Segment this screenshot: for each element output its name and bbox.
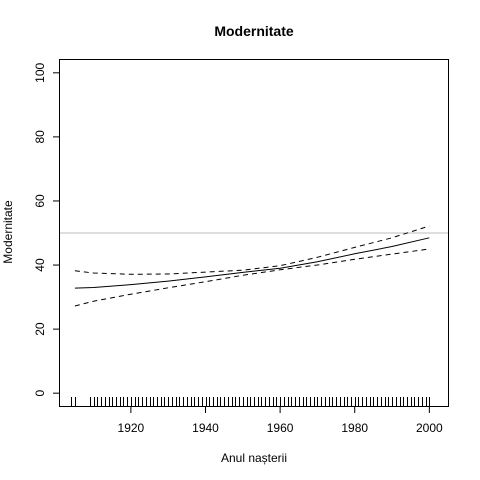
x-axis: 1920 1940 1960 1980 2000 — [118, 406, 443, 435]
rug-marks — [71, 397, 430, 406]
y-tick-label: 80 — [33, 130, 47, 144]
y-tick-label: 20 — [33, 322, 47, 336]
lower-band-line — [74, 248, 430, 307]
x-axis-label: Anul nașterii — [221, 451, 287, 465]
y-axis: 0 20 40 60 80 100 — [33, 62, 60, 397]
y-tick-label: 40 — [33, 258, 47, 272]
series-lines — [74, 225, 430, 307]
x-tick-label: 1960 — [267, 421, 294, 435]
x-tick-label: 2000 — [416, 421, 443, 435]
y-axis-label: Modernitate — [1, 200, 15, 264]
y-tick-label: 60 — [33, 194, 47, 208]
x-tick-label: 1940 — [192, 421, 219, 435]
y-tick-label: 100 — [33, 62, 47, 82]
x-tick-label: 1980 — [341, 421, 368, 435]
plot-frame — [59, 59, 449, 407]
estimate-line — [74, 237, 430, 289]
y-tick-label: 0 — [33, 390, 47, 397]
x-tick-label: 1920 — [118, 421, 145, 435]
chart-title: Modernitate — [214, 23, 294, 39]
